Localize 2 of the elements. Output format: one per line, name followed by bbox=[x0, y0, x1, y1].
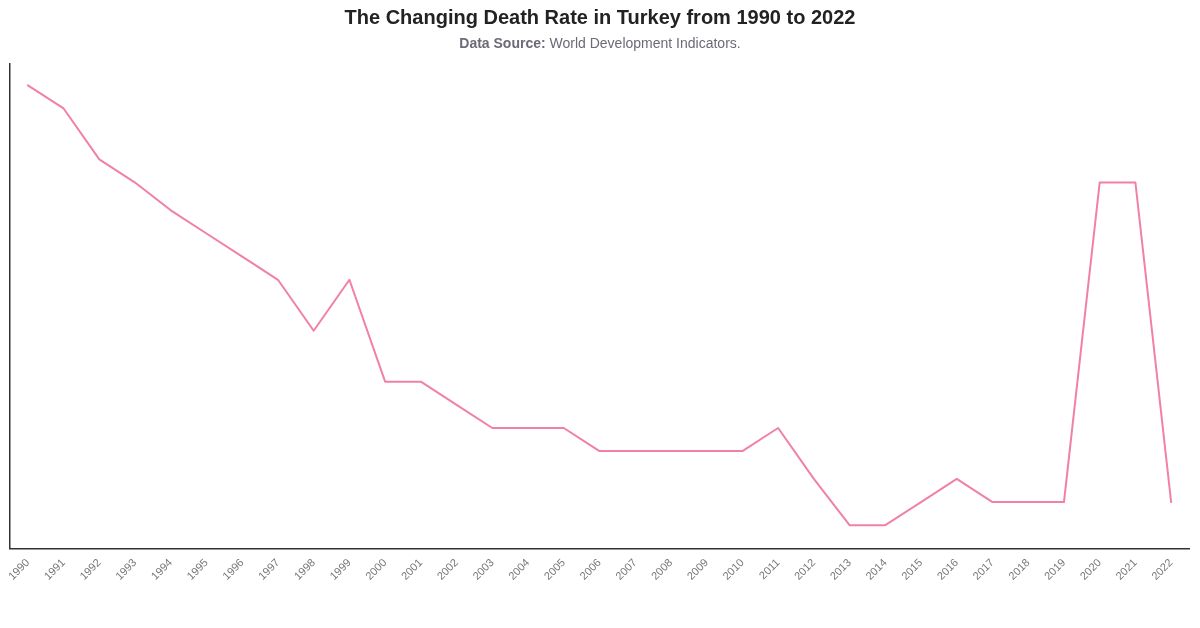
chart-title: The Changing Death Rate in Turkey from 1990 to 2022 bbox=[343, 6, 857, 29]
chart-subtitle: Data Source: World Development Indicators. bbox=[458, 35, 742, 51]
